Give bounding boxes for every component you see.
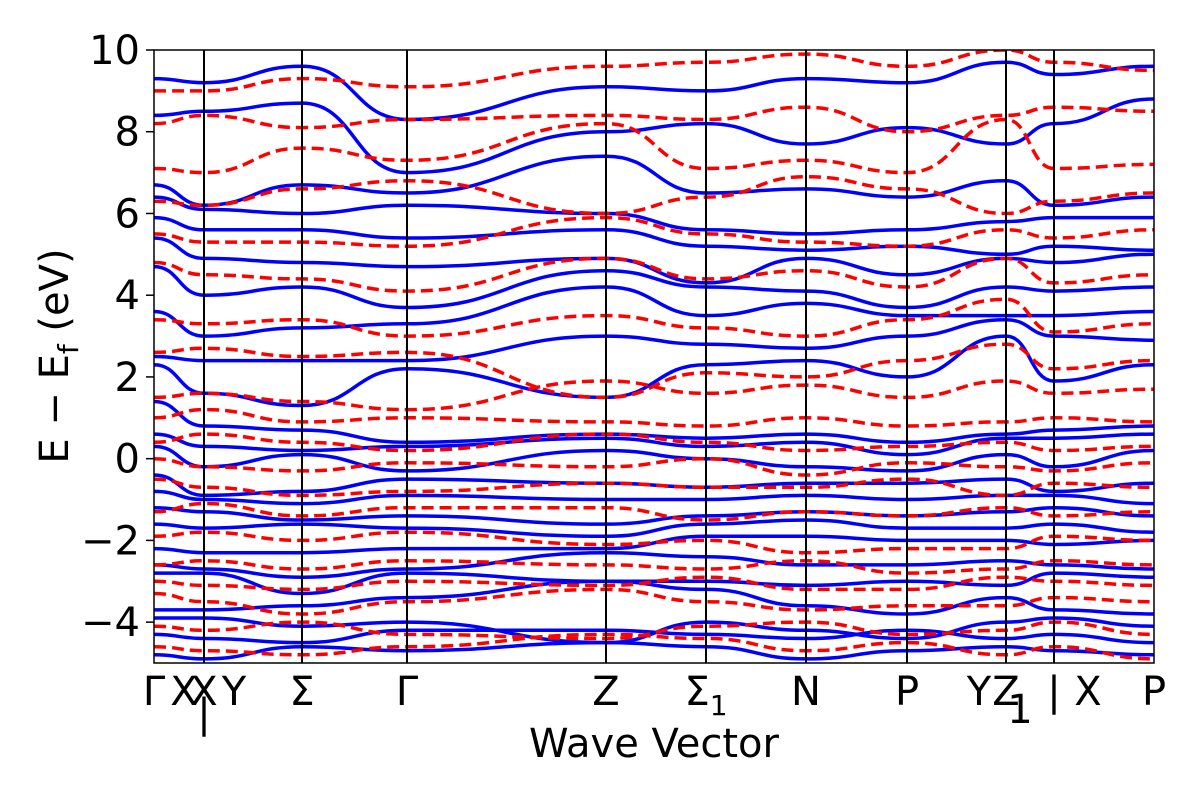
x-tick-label-7: Z bbox=[592, 669, 619, 715]
band-line-dashed-3 bbox=[154, 575, 1154, 592]
band-line-dashed-8 bbox=[154, 456, 1154, 477]
band-line-dashed-16 bbox=[154, 174, 1154, 216]
band-line-dashed-18 bbox=[154, 105, 1154, 134]
y-axis-label-tail: (eV) bbox=[32, 248, 78, 344]
y-tick-label-1: −2 bbox=[81, 518, 140, 564]
y-axis-label-sub: f bbox=[52, 343, 85, 354]
band-line-solid-9 bbox=[154, 489, 1154, 506]
band-line-solid-16 bbox=[154, 285, 1154, 338]
x-tick-label-12: Z bbox=[992, 669, 1019, 715]
band-line-dashed-0 bbox=[154, 632, 1154, 661]
x-tick-label-4: Y bbox=[221, 669, 247, 715]
band-lines bbox=[154, 50, 1154, 661]
band-line-solid-12 bbox=[154, 432, 1154, 457]
y-tick-label-2: 0 bbox=[115, 437, 140, 483]
x-tick-label-11: Y bbox=[966, 669, 992, 715]
x-tick-label-8: Σ1 bbox=[684, 669, 727, 722]
y-tick-label-5: 6 bbox=[115, 191, 140, 237]
band-line-dashed-1 bbox=[154, 620, 1154, 641]
x-axis-ticks: Γ XX| Y Σ Γ Z Σ1 N P Y Z1 | X P bbox=[143, 669, 1166, 737]
y-axis-ticks: −4 −2 0 2 4 6 8 10 bbox=[81, 28, 154, 646]
x-tick-label-15: X bbox=[1074, 669, 1101, 715]
band-line-solid-5 bbox=[154, 550, 1154, 579]
x-tick-label-16: P bbox=[1142, 669, 1166, 715]
band-line-solid-2 bbox=[154, 616, 1154, 645]
band-line-solid-17 bbox=[154, 264, 1154, 310]
band-line-solid-22 bbox=[154, 97, 1154, 175]
y-axis-label-main: E − E bbox=[32, 354, 78, 464]
band-line-solid-4 bbox=[154, 571, 1154, 596]
x-tick-label-3: | bbox=[197, 691, 210, 737]
band-line-solid-1 bbox=[154, 628, 1154, 645]
y-tick-label-3: 2 bbox=[115, 355, 140, 401]
x-tick-label-6: Γ bbox=[396, 669, 419, 715]
band-line-dashed-4 bbox=[154, 559, 1154, 575]
x-tick-label-10: P bbox=[895, 669, 919, 715]
y-axis-label: E − Ef (eV) bbox=[32, 248, 85, 463]
band-line-solid-10 bbox=[154, 473, 1154, 498]
x-tick-label-0: Γ bbox=[143, 669, 166, 715]
band-line-solid-21 bbox=[154, 154, 1154, 208]
band-line-solid-3 bbox=[154, 579, 1154, 616]
x-tick-label-2: X bbox=[190, 669, 217, 715]
x-axis-label: Wave Vector bbox=[529, 721, 780, 767]
x-tick-label-5: Σ bbox=[289, 669, 314, 715]
band-line-solid-13 bbox=[154, 399, 1154, 445]
band-line-dashed-9 bbox=[154, 432, 1154, 453]
y-tick-label-4: 4 bbox=[115, 273, 140, 319]
band-line-solid-6 bbox=[154, 534, 1154, 555]
y-tick-label-6: 8 bbox=[115, 110, 140, 156]
band-line-dashed-6 bbox=[154, 501, 1154, 522]
plot-frame bbox=[153, 49, 1155, 664]
x-tick-label-9: N bbox=[791, 669, 821, 715]
band-line-dashed-12 bbox=[154, 342, 1154, 400]
band-line-solid-18 bbox=[154, 236, 1154, 285]
band-line-dashed-19 bbox=[154, 50, 1154, 93]
x-tick-label-14: | bbox=[1047, 669, 1060, 715]
band-line-dashed-11 bbox=[154, 379, 1154, 412]
y-tick-label-7: 10 bbox=[89, 28, 140, 74]
band-line-dashed-10 bbox=[154, 407, 1154, 428]
high-symmetry-lines bbox=[203, 50, 1055, 663]
band-line-dashed-14 bbox=[154, 256, 1154, 293]
band-line-solid-14 bbox=[154, 334, 1154, 408]
x-tick-label-13: 1 bbox=[1007, 687, 1032, 733]
band-line-solid-15 bbox=[154, 317, 1154, 363]
x-tick-label-1: X bbox=[170, 669, 197, 715]
band-line-solid-0 bbox=[154, 640, 1154, 661]
band-line-dashed-17 bbox=[154, 117, 1154, 175]
band-line-dashed-13 bbox=[154, 297, 1154, 338]
band-line-solid-7 bbox=[154, 518, 1154, 539]
band-line-solid-8 bbox=[154, 505, 1154, 526]
y-tick-label-0: −4 bbox=[81, 600, 140, 646]
band-line-solid-23 bbox=[154, 60, 1154, 122]
